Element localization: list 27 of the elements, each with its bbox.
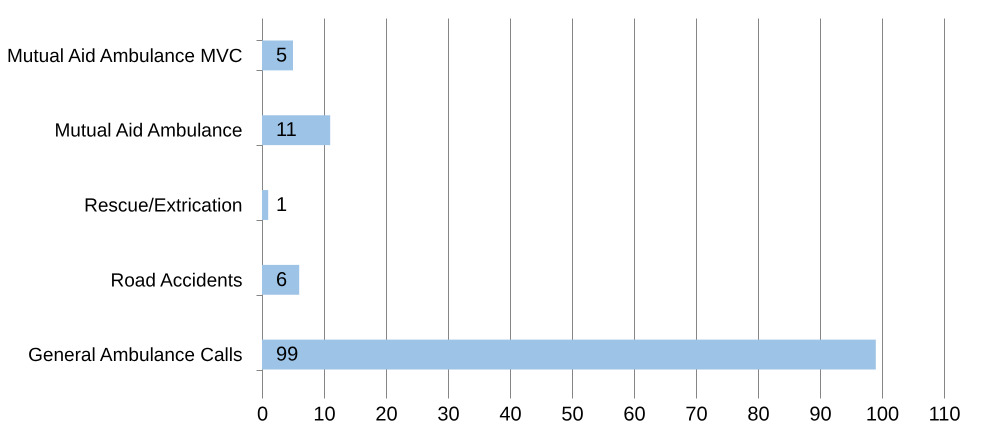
y-tick-label: Mutual Aid Ambulance	[54, 120, 242, 142]
x-tick-label: 20	[375, 404, 398, 426]
data-label: 1	[276, 194, 288, 216]
x-tick-label: 30	[437, 404, 460, 426]
data-label: 99	[276, 344, 298, 366]
y-tick-label: Mutual Aid Ambulance MVC	[6, 46, 242, 67]
x-tick-label: 100	[866, 404, 900, 426]
data-label: 6	[276, 268, 288, 291]
bar	[262, 340, 876, 370]
x-tick-label: 40	[499, 404, 522, 426]
bar	[262, 264, 300, 295]
x-tick-label: 90	[809, 404, 832, 426]
x-tick-label: 10	[313, 404, 336, 426]
data-label: 11	[276, 119, 297, 142]
x-tick-label: 70	[685, 404, 708, 426]
bar	[262, 190, 268, 220]
x-tick-label: 0	[256, 404, 268, 426]
x-tick-label: 80	[747, 404, 770, 426]
y-tick-label: Rescue/Extrication	[84, 196, 242, 216]
y-tick-label: Road Accidents	[110, 270, 242, 292]
bar	[262, 40, 293, 70]
x-tick-label: 60	[623, 404, 646, 426]
bar	[262, 115, 330, 146]
data-label: 5	[276, 44, 288, 66]
y-tick-label: General Ambulance Calls	[28, 345, 242, 366]
x-tick-label: 50	[561, 404, 584, 426]
x-tick-label: 110	[928, 404, 960, 426]
